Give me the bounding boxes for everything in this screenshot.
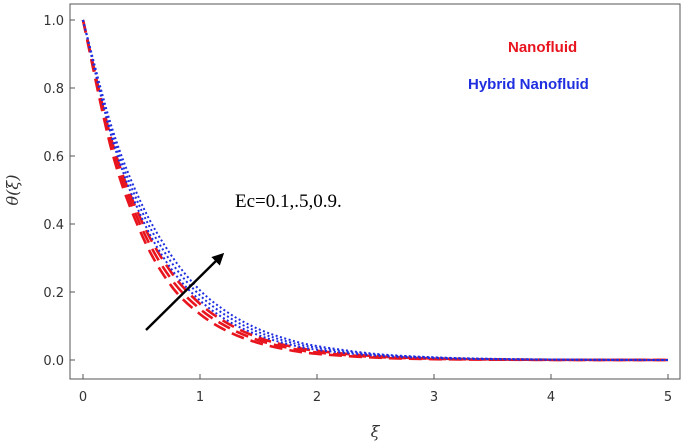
y-tick-label: 0.8	[43, 82, 64, 97]
series-layer	[81, 19, 669, 362]
y-tick-label: 1.0	[43, 14, 64, 29]
x-tick-label: 3	[430, 390, 438, 405]
ec-increase-arrow	[145, 252, 225, 331]
x-tick-label: 1	[196, 390, 204, 405]
y-axis-ticks: 0.0 0.2 0.4 0.6 0.8 1.0	[43, 14, 75, 369]
plot-frame	[69, 3, 681, 380]
x-axis-title: ξ	[371, 422, 381, 441]
legend-entry-hybrid-nanofluid: Hybrid Nanofluid	[468, 76, 589, 93]
legend-entry-nanofluid: Nanofluid	[508, 39, 577, 56]
series-line-nanofluid	[81, 19, 669, 362]
y-tick-label: 0.4	[43, 218, 64, 233]
series-line-hybrid-nanofluid	[82, 19, 669, 361]
x-tick-label: 5	[664, 390, 672, 405]
series-line-hybrid-nanofluid	[82, 19, 669, 361]
x-tick-label: 0	[79, 390, 87, 405]
y-tick-label: 0.0	[43, 354, 64, 369]
series-line-nanofluid	[81, 19, 669, 362]
x-axis-ticks: 0 1 2 3 4 5	[79, 374, 672, 405]
ec-annotation: Ec=0.1,.5,0.9.	[235, 191, 342, 212]
y-tick-label: 0.2	[43, 286, 64, 301]
series-line-nanofluid	[81, 19, 669, 362]
x-tick-label: 4	[547, 390, 555, 405]
series-line-hybrid-nanofluid	[82, 19, 669, 361]
y-axis-title: θ(ξ)	[3, 175, 22, 206]
y-tick-label: 0.6	[43, 150, 64, 165]
x-tick-label: 2	[313, 390, 321, 405]
